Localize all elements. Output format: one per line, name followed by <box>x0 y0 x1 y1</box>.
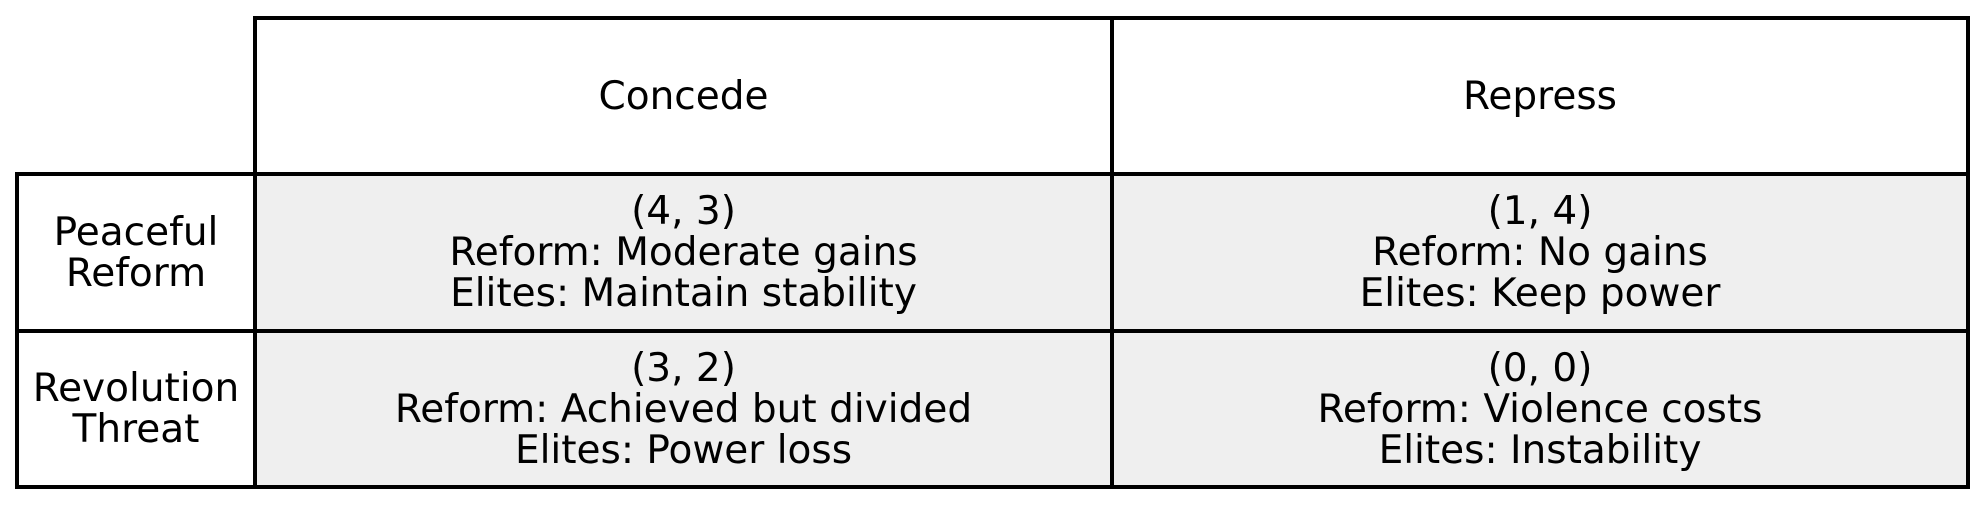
grid-line-left <box>15 172 19 489</box>
reform-outcome: Reform: Moderate gains <box>449 230 918 275</box>
elites-outcome: Elites: Instability <box>1378 427 1702 473</box>
row-header-peaceful-reform: Peaceful Reform <box>17 174 255 331</box>
payoff-cell-revolution-concede: (3, 2) Reform: Achieved but divided Elit… <box>255 331 1112 487</box>
reform-outcome: Reform: Achieved but divided <box>394 386 973 432</box>
grid-line-right <box>1966 16 1970 489</box>
grid-line-column-divider <box>1110 16 1114 489</box>
row-header-line: Reform <box>65 250 207 296</box>
elites-outcome: Elites: Maintain stability <box>450 271 917 316</box>
elites-outcome: Elites: Power loss <box>514 427 853 473</box>
payoff-cell-revolution-repress: (0, 0) Reform: Violence costs Elites: In… <box>1112 331 1968 487</box>
payoff-cell-reform-repress: (1, 4) Reform: No gains Elites: Keep pow… <box>1112 174 1968 331</box>
column-header-concede: Concede <box>255 18 1112 174</box>
column-header-repress: Repress <box>1112 18 1968 174</box>
payoff-values: (3, 2) <box>631 345 736 391</box>
column-header-label: Concede <box>598 73 769 119</box>
grid-line-bottom <box>15 485 1970 489</box>
column-header-label: Repress <box>1463 73 1617 119</box>
reform-outcome: Reform: No gains <box>1372 230 1708 275</box>
grid-line-label-divider <box>253 16 257 489</box>
row-header-line: Peaceful <box>53 209 219 255</box>
payoff-cell-reform-concede: (4, 3) Reform: Moderate gains Elites: Ma… <box>255 174 1112 331</box>
reform-outcome: Reform: Violence costs <box>1317 386 1763 432</box>
payoff-values: (0, 0) <box>1487 345 1593 391</box>
elites-outcome: Elites: Keep power <box>1359 271 1721 316</box>
grid-line-row1-top <box>15 172 1970 176</box>
row-header-line: Threat <box>72 407 200 452</box>
row-header-revolution-threat: Revolution Threat <box>17 331 255 487</box>
grid-line-row2-top <box>15 329 1970 333</box>
row-header-line: Revolution <box>32 366 240 411</box>
payoff-values: (4, 3) <box>631 189 736 234</box>
payoff-values: (1, 4) <box>1487 189 1593 234</box>
